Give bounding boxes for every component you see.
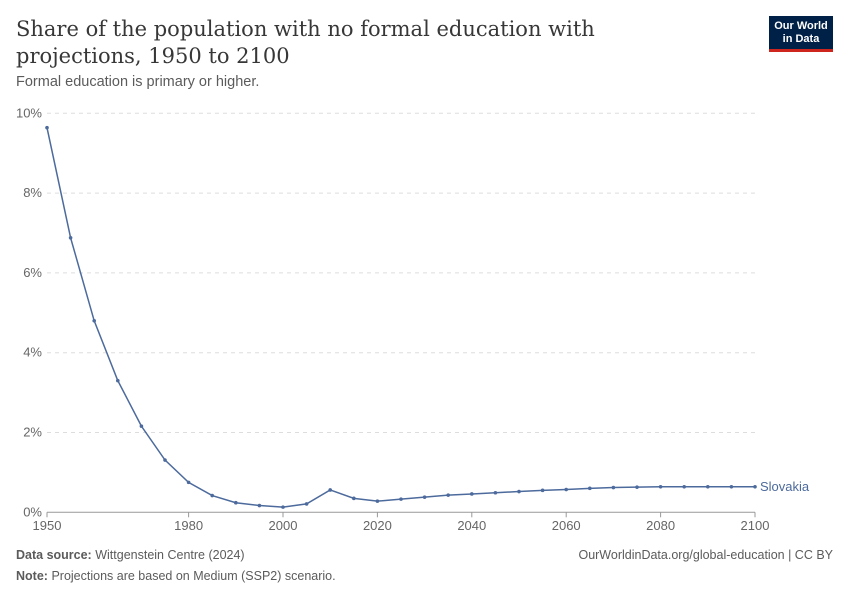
data-point <box>45 125 49 130</box>
y-tick-label: 0% <box>23 504 42 519</box>
data-point <box>422 495 427 499</box>
owid-logo[interactable]: Our World in Data <box>769 16 833 52</box>
series-label: Slovakia <box>760 479 810 494</box>
data-point <box>446 493 451 497</box>
data-point <box>210 493 214 498</box>
data-point <box>658 484 663 489</box>
y-tick-label: 6% <box>23 265 42 280</box>
data-point <box>399 497 403 501</box>
data-point <box>68 235 73 240</box>
source-url[interactable]: OurWorldinData.org/global-education | CC… <box>578 548 833 562</box>
note-text: Projections are based on Medium (SSP2) s… <box>51 569 336 583</box>
data-point <box>729 484 734 489</box>
source-label: Data source: <box>16 548 92 562</box>
source-text: Wittgenstein Centre (2024) <box>95 548 245 562</box>
data-point <box>281 505 285 509</box>
data-point <box>234 500 238 505</box>
note-label: Note: <box>16 569 48 583</box>
data-point <box>588 486 592 491</box>
data-point <box>611 485 616 490</box>
data-point <box>304 502 309 506</box>
data-point <box>92 318 96 323</box>
chart-subtitle: Formal education is primary or higher. <box>16 74 260 90</box>
data-point <box>186 480 191 485</box>
series-line <box>46 127 755 508</box>
data-point <box>375 499 380 503</box>
x-tick-label: 2040 <box>457 518 486 533</box>
data-point <box>352 496 356 501</box>
data-point <box>139 424 144 428</box>
x-tick-label: 1980 <box>174 518 203 533</box>
data-point <box>682 484 686 489</box>
data-point <box>635 485 639 489</box>
y-tick-label: 8% <box>23 185 42 200</box>
data-point <box>328 488 333 492</box>
logo-text: Our World in Data <box>774 20 828 45</box>
x-tick-label: 2100 <box>741 518 770 533</box>
data-point <box>470 492 474 496</box>
data-point <box>493 490 498 495</box>
y-tick-label: 2% <box>23 425 42 440</box>
data-point <box>517 489 521 494</box>
x-tick-label: 2000 <box>269 518 298 533</box>
x-tick-label: 2080 <box>646 518 675 533</box>
data-point <box>163 458 167 462</box>
x-tick-label: 2060 <box>552 518 581 533</box>
data-point <box>116 378 120 383</box>
note: Note: Projections are based on Medium (S… <box>16 569 336 583</box>
y-tick-label: 10% <box>16 105 42 120</box>
data-point <box>257 503 262 508</box>
y-tick-label: 4% <box>23 345 42 360</box>
data-point <box>564 487 568 492</box>
x-tick-label: 1950 <box>33 518 62 533</box>
data-point <box>706 484 710 489</box>
data-point <box>540 488 545 493</box>
x-tick-label: 2020 <box>363 518 392 533</box>
chart-title: Share of the population with no formal e… <box>16 17 595 68</box>
data-source: Data source: Wittgenstein Centre (2024) <box>16 548 245 562</box>
data-point <box>753 484 757 489</box>
